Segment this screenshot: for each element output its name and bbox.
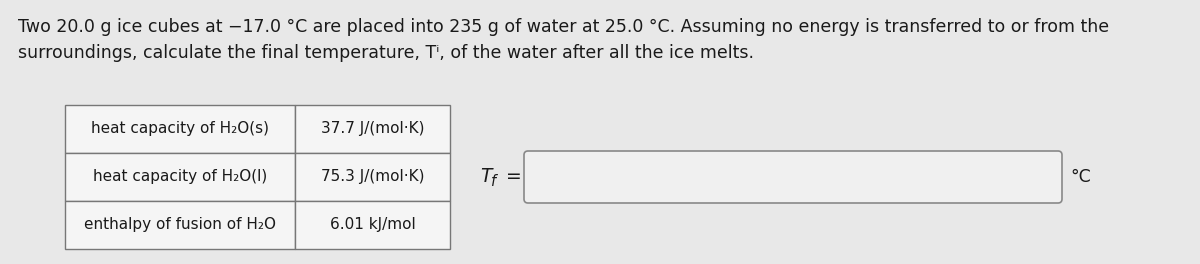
Text: Two 20.0 g ice cubes at −17.0 °C are placed into 235 g of water at 25.0 °C. Assu: Two 20.0 g ice cubes at −17.0 °C are pla… bbox=[18, 18, 1109, 36]
Bar bbox=[295, 153, 450, 201]
Text: heat capacity of H₂O(l): heat capacity of H₂O(l) bbox=[92, 169, 268, 185]
Text: °C: °C bbox=[1070, 168, 1091, 186]
Text: 37.7 J/(mol·K): 37.7 J/(mol·K) bbox=[320, 121, 425, 136]
Bar bbox=[65, 105, 295, 153]
Text: 75.3 J/(mol·K): 75.3 J/(mol·K) bbox=[320, 169, 425, 185]
Bar bbox=[65, 201, 295, 249]
Text: surroundings, calculate the final temperature, Tⁱ, of the water after all the ic: surroundings, calculate the final temper… bbox=[18, 44, 754, 62]
FancyBboxPatch shape bbox=[524, 151, 1062, 203]
Bar bbox=[295, 201, 450, 249]
Text: f: f bbox=[491, 175, 496, 190]
Text: =: = bbox=[500, 167, 522, 186]
Text: T: T bbox=[480, 167, 492, 186]
Bar bbox=[295, 105, 450, 153]
Text: 6.01 kJ/mol: 6.01 kJ/mol bbox=[330, 218, 415, 233]
Bar bbox=[65, 153, 295, 201]
Text: enthalpy of fusion of H₂O: enthalpy of fusion of H₂O bbox=[84, 218, 276, 233]
Text: heat capacity of H₂O(s): heat capacity of H₂O(s) bbox=[91, 121, 269, 136]
